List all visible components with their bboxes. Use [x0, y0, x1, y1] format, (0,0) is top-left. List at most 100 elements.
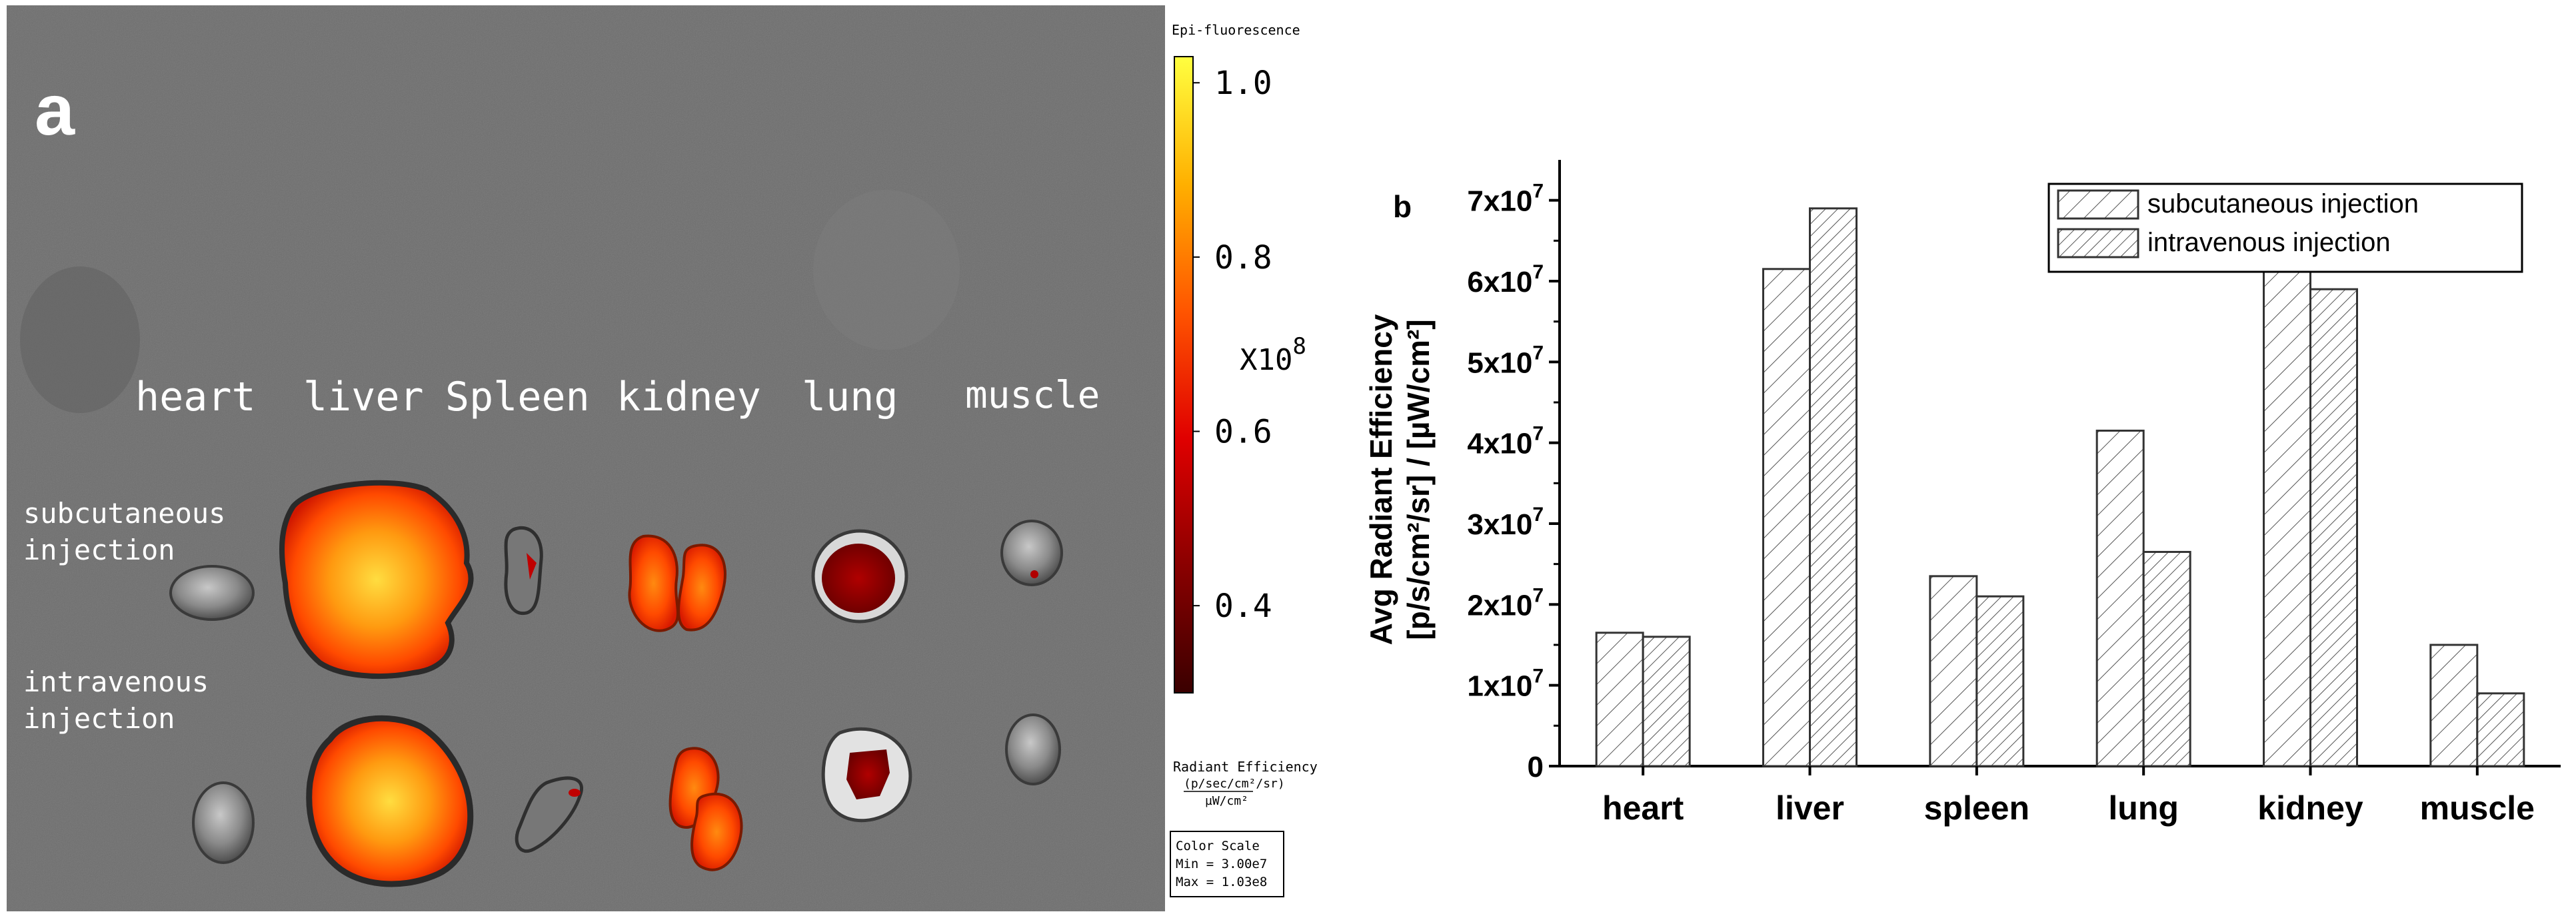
organ-label-spleen: Spleen [445, 374, 590, 420]
organ-lung-sc-signal [822, 544, 895, 613]
organ-label-heart: heart [135, 374, 256, 420]
organ-row-intravenous [192, 713, 1061, 887]
panel-a-label: a [35, 69, 75, 150]
organ-muscle-iv [1005, 713, 1061, 785]
background-shadow [20, 266, 140, 413]
organ-row-subcutaneous [169, 480, 1063, 679]
organ-muscle-sc [1000, 520, 1063, 586]
y-tick-label-base: 1x10 [1467, 670, 1532, 703]
organ-kidney-sc-left [628, 534, 679, 632]
bar-spleen-series-1 [1929, 575, 1978, 767]
color-scale-min: Min = 3.00e7 [1176, 857, 1267, 871]
row-labels: subcutaneous injection intravenous injec… [23, 497, 225, 735]
bar-heart-series-1 [1595, 632, 1644, 767]
background-smudge [813, 190, 960, 350]
bar-kidney-series-1 [2263, 260, 2311, 767]
y-tick-label-base: 7x10 [1467, 185, 1532, 218]
color-scale-frame [1170, 831, 1284, 897]
organ-liver-sc [279, 480, 474, 679]
legend-label-1: subcutaneous injection [2147, 189, 2419, 219]
bar-spleen-series-2 [1975, 595, 2025, 767]
units-box: Radiant Efficiency (p/sec/cm²/sr) µW/cm² [1173, 759, 1318, 808]
colorbar-tick-label: 1.0 [1214, 65, 1272, 102]
colorbar-title: Epi-fluorescence [1172, 22, 1300, 38]
legend-swatch-2 [2057, 228, 2139, 258]
panel-a: a heart liver Spleen kidney lung muscle … [7, 5, 1165, 911]
organ-kidney-iv-lower [690, 792, 743, 871]
colorbar [1174, 56, 1194, 693]
units-line-1: Radiant Efficiency [1173, 759, 1318, 775]
bar-lung-series-1 [2095, 429, 2145, 767]
bar-muscle-series-1 [2429, 644, 2479, 767]
organ-spleen-iv [515, 776, 583, 853]
y-axis-title-line-2: [p/s/cm²/sr] / [µW/cm²] [1401, 319, 1436, 640]
y-tick-label-base: 3x10 [1467, 508, 1532, 541]
organ-lung-iv-signal [846, 749, 890, 799]
bar-lung-series-2 [2142, 550, 2191, 767]
row-label-intravenous-injection: injection [23, 702, 175, 735]
y-tick-label: 6x107 [1467, 261, 1544, 298]
units-line-3: µW/cm² [1205, 794, 1248, 808]
organ-label-kidney: kidney [617, 374, 761, 420]
colorbar-tick-label: 0.6 [1214, 414, 1272, 451]
imaging-noise [7, 5, 1165, 911]
colorbar-section: Epi-fluorescence 1.0 0.8 0.6 0.4 X108 Radia… [1166, 5, 1318, 911]
y-tick-label-base: 2x10 [1467, 589, 1532, 622]
color-scale-max: Max = 1.03e8 [1176, 875, 1267, 889]
y-tick-label: 2x107 [1467, 584, 1544, 622]
x-tick-label-liver: liver [1776, 789, 1844, 827]
organ-muscle-sc-signal [1030, 570, 1038, 578]
y-tick-label-base: 5x10 [1467, 346, 1532, 379]
colorbar-ticks: 1.0 0.8 0.6 0.4 [1193, 65, 1272, 625]
x-tick-label-lung: lung [2108, 789, 2179, 827]
organ-spleen-iv-signal [569, 789, 581, 797]
bar-liver-series-2 [1809, 207, 1858, 767]
y-axis-title-line-1: Avg Radiant Efficiency [1364, 314, 1398, 645]
y-tick-label-exp: 7 [1532, 181, 1544, 203]
panel-b: b Avg Radiant Efficiency [p/s/cm²/sr] / … [1364, 160, 2561, 827]
color-scale-title: Color Scale [1176, 839, 1260, 853]
y-tick-label-exp: 7 [1532, 584, 1544, 606]
y-tick-label-exp: 7 [1532, 423, 1544, 445]
organ-spleen-sc [504, 526, 543, 616]
colorbar-multiplier: X108 [1240, 333, 1306, 377]
y-tick-label-exp: 7 [1532, 261, 1544, 283]
y-tick-label: 3x107 [1467, 504, 1544, 541]
colorbar-multiplier-base: X10 [1240, 343, 1292, 377]
y-axis-title: Avg Radiant Efficiency [p/s/cm²/sr] / [µ… [1364, 314, 1436, 645]
chart-legend: subcutaneous injection intravenous inject… [2047, 183, 2523, 273]
units-line-2: (p/sec/cm²/sr) [1184, 777, 1285, 791]
panel-b-label: b [1393, 189, 1412, 224]
colorbar-multiplier-exp: 8 [1292, 333, 1306, 360]
x-tick-label-kidney: kidney [2257, 789, 2363, 827]
organ-label-liver: liver [303, 374, 424, 420]
row-label-subcutaneous-injection: injection [23, 534, 175, 566]
y-tick-label: 7x107 [1467, 181, 1544, 218]
y-tick-label: 0 [1528, 751, 1544, 783]
y-tick-label: 5x107 [1467, 342, 1544, 379]
row-label-subcutaneous: subcutaneous [23, 497, 225, 530]
row-label-intravenous: intravenous [23, 666, 209, 698]
organ-heart-sc [169, 565, 255, 621]
legend-label-2: intravenous injection [2147, 228, 2391, 257]
organ-label-lung: lung [802, 374, 898, 420]
organ-spleen-sc-signal [527, 553, 537, 580]
y-tick-label-base: 6x10 [1467, 266, 1532, 298]
organ-label-muscle: muscle [965, 374, 1100, 417]
x-tick-label-spleen: spleen [1924, 789, 2029, 827]
x-tick-label-muscle: muscle [2420, 789, 2535, 827]
organ-labels: heart liver Spleen kidney lung muscle [135, 374, 1100, 420]
y-tick-label-base: 4x10 [1467, 428, 1532, 460]
x-tick-label-heart: heart [1602, 789, 1684, 827]
y-tick-label: 4x107 [1467, 423, 1544, 460]
y-tick-label-exp: 7 [1532, 342, 1544, 364]
y-tick-label-exp: 7 [1532, 504, 1544, 526]
organ-liver-iv [306, 715, 474, 887]
bar-kidney-series-2 [2309, 288, 2358, 767]
organ-kidney-sc-right [677, 544, 726, 632]
bar-liver-series-1 [1762, 268, 1811, 767]
bar-heart-series-2 [1642, 636, 1691, 767]
color-scale-box: Color Scale Min = 3.00e7 Max = 1.03e8 [1170, 831, 1284, 897]
chart-plot: 01x1072x1073x1074x1075x1076x1077x107hear… [1467, 160, 2561, 827]
